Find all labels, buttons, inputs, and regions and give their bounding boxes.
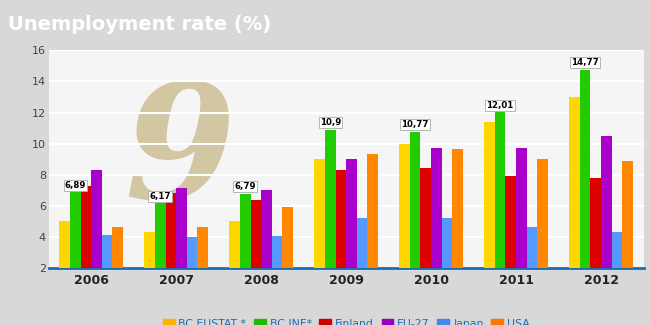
Text: 14,77: 14,77 <box>571 58 599 67</box>
Text: Unemployment rate (%): Unemployment rate (%) <box>8 15 272 33</box>
Bar <box>102 235 112 268</box>
Bar <box>495 112 506 268</box>
Legend: BC EUSTAT *, BC INE*, Finland, EU-27, Japan, USA: BC EUSTAT *, BC INE*, Finland, EU-27, Ja… <box>159 315 534 325</box>
Bar <box>176 188 187 268</box>
Bar <box>601 136 612 268</box>
Bar <box>484 122 495 268</box>
Bar <box>580 70 590 268</box>
Bar <box>538 159 548 268</box>
Bar <box>70 192 81 268</box>
Bar <box>229 221 240 268</box>
Bar <box>421 168 431 268</box>
Bar <box>198 227 208 268</box>
Bar <box>367 154 378 268</box>
Bar <box>452 149 463 268</box>
Bar <box>59 221 70 268</box>
Text: 10,77: 10,77 <box>402 120 429 129</box>
Bar <box>590 178 601 268</box>
Bar <box>261 189 272 268</box>
Bar <box>282 207 293 268</box>
Bar <box>314 159 325 268</box>
Bar <box>187 237 198 268</box>
Text: 6,79: 6,79 <box>235 182 256 191</box>
Text: 6,89: 6,89 <box>64 181 86 190</box>
Bar <box>155 203 166 268</box>
Bar <box>612 232 622 268</box>
Text: 6,17: 6,17 <box>150 192 171 201</box>
Bar <box>506 176 516 268</box>
Bar <box>442 218 452 268</box>
Bar <box>357 218 367 268</box>
Bar <box>81 186 91 268</box>
Text: 9: 9 <box>124 78 235 232</box>
Text: 10,9: 10,9 <box>320 118 341 127</box>
Bar <box>569 97 580 268</box>
Bar <box>346 159 357 268</box>
Bar <box>431 148 442 268</box>
Bar <box>272 236 282 268</box>
Bar <box>622 161 633 268</box>
Bar <box>335 170 346 268</box>
Bar <box>250 200 261 268</box>
Bar <box>325 130 335 268</box>
Bar <box>526 227 538 268</box>
Bar <box>399 144 410 268</box>
Bar <box>240 194 250 268</box>
Bar <box>166 193 176 268</box>
Bar <box>516 149 526 268</box>
Bar <box>91 170 102 268</box>
Bar <box>112 227 123 268</box>
Text: 12,01: 12,01 <box>486 101 514 110</box>
Bar <box>144 232 155 268</box>
Bar <box>410 132 421 268</box>
